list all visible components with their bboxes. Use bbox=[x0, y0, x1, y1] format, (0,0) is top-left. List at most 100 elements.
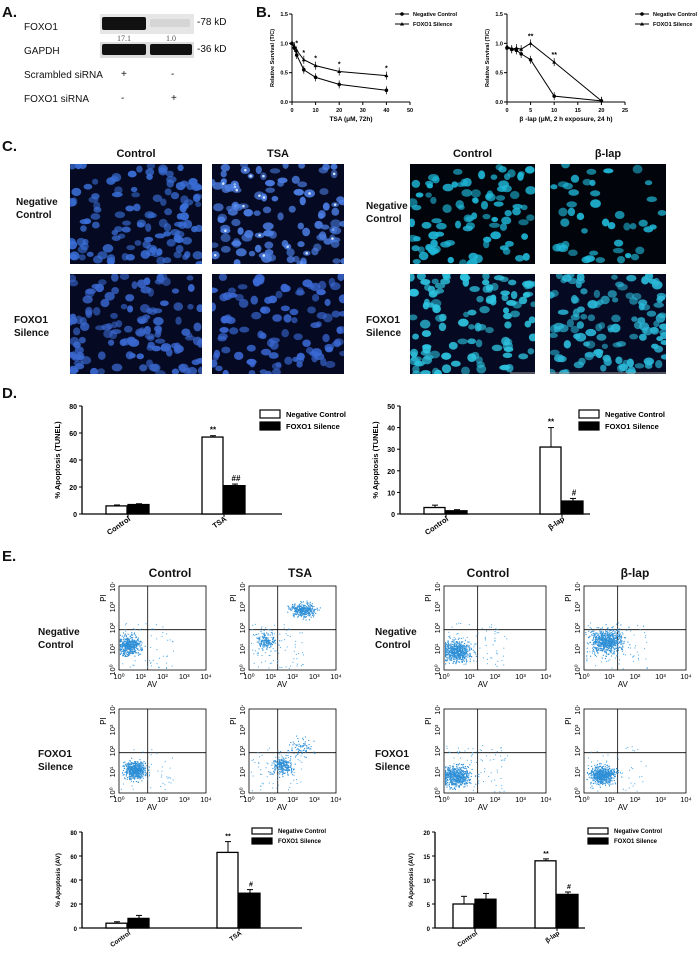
event-dot bbox=[461, 644, 463, 646]
wb-foxo1-band bbox=[150, 19, 190, 27]
event-dot bbox=[128, 651, 130, 653]
cell-nucleus bbox=[71, 197, 78, 207]
event-dot bbox=[308, 739, 310, 742]
y-tick-label: 10⁰ bbox=[238, 664, 247, 675]
event-dot bbox=[126, 642, 128, 644]
cell-nucleus bbox=[420, 370, 431, 374]
event-dot bbox=[614, 631, 616, 633]
event-dot bbox=[270, 773, 272, 775]
event-dot bbox=[445, 774, 447, 776]
event-dot bbox=[596, 647, 598, 649]
event-dot bbox=[263, 639, 265, 641]
event-dot bbox=[459, 643, 461, 645]
cell-nucleus bbox=[174, 236, 184, 244]
event-dot bbox=[304, 610, 306, 613]
event-dot bbox=[150, 763, 152, 765]
event-dot bbox=[293, 608, 295, 610]
event-dot bbox=[623, 642, 625, 644]
event-dot bbox=[284, 765, 286, 767]
event-dot bbox=[455, 647, 457, 649]
event-dot bbox=[466, 651, 468, 653]
cell-nucleus bbox=[601, 343, 609, 349]
cell-nucleus bbox=[193, 322, 202, 332]
event-dot bbox=[458, 661, 460, 663]
event-dot bbox=[129, 763, 131, 765]
cell-nucleus bbox=[120, 303, 128, 310]
y-tick-label: 10¹ bbox=[573, 643, 582, 654]
cell-nucleus bbox=[557, 181, 569, 188]
event-dot bbox=[304, 743, 306, 745]
event-dot bbox=[619, 646, 621, 648]
event-dot bbox=[617, 644, 619, 646]
event-dot bbox=[168, 781, 170, 783]
event-dot bbox=[274, 640, 276, 642]
event-dot bbox=[290, 769, 293, 771]
event-dot bbox=[464, 649, 466, 651]
wb-gapdh-band bbox=[150, 44, 192, 55]
cell-nucleus bbox=[410, 234, 418, 242]
bright-nucleus bbox=[262, 174, 265, 178]
event-dot bbox=[610, 641, 612, 643]
significance-mark: * bbox=[295, 40, 298, 47]
cell-nucleus bbox=[611, 314, 621, 323]
cell-nucleus bbox=[660, 340, 666, 346]
event-dot bbox=[612, 633, 614, 635]
event-dot bbox=[313, 605, 315, 608]
cell-nucleus bbox=[148, 307, 158, 315]
event-dot bbox=[454, 773, 456, 775]
event-dot bbox=[631, 656, 633, 658]
event-dot bbox=[291, 749, 293, 751]
event-dot bbox=[450, 787, 453, 789]
event-dot bbox=[446, 657, 448, 659]
cell-nucleus bbox=[131, 192, 140, 198]
cell-nucleus bbox=[195, 201, 202, 208]
event-dot bbox=[286, 629, 288, 631]
event-dot bbox=[606, 642, 608, 644]
event-dot bbox=[447, 649, 449, 651]
cell-nucleus bbox=[155, 370, 166, 374]
event-dot bbox=[283, 760, 285, 762]
event-dot bbox=[457, 785, 459, 787]
event-dot bbox=[610, 643, 612, 645]
event-dot bbox=[458, 654, 460, 656]
event-dot bbox=[309, 601, 311, 603]
event-dot bbox=[621, 636, 623, 638]
event-dot bbox=[459, 655, 461, 657]
event-dot bbox=[464, 767, 466, 769]
event-dot bbox=[611, 667, 613, 669]
event-dot bbox=[253, 662, 255, 664]
event-dot bbox=[445, 646, 447, 648]
event-dot bbox=[460, 771, 462, 773]
event-dot bbox=[132, 639, 134, 641]
event-dot bbox=[123, 767, 126, 770]
cell-nucleus bbox=[193, 193, 202, 200]
y-axis-label: PI bbox=[229, 717, 238, 725]
cell-nucleus bbox=[130, 186, 138, 193]
event-dot bbox=[294, 608, 296, 610]
event-dot bbox=[311, 605, 313, 607]
event-dot bbox=[463, 647, 465, 649]
event-dot bbox=[305, 607, 307, 609]
event-dot bbox=[606, 633, 608, 635]
event-dot bbox=[469, 772, 471, 774]
event-dot bbox=[121, 650, 123, 652]
event-dot bbox=[452, 652, 454, 654]
event-dot bbox=[277, 775, 279, 777]
event-dot bbox=[454, 649, 456, 651]
event-dot bbox=[460, 622, 462, 624]
cell-nucleus bbox=[137, 279, 147, 289]
cell-nucleus bbox=[615, 356, 623, 365]
cell-nucleus bbox=[470, 189, 481, 198]
cell-nucleus bbox=[638, 299, 648, 306]
event-dot bbox=[452, 648, 454, 650]
event-dot bbox=[130, 652, 132, 655]
event-dot bbox=[142, 751, 144, 753]
event-dot bbox=[296, 735, 298, 737]
event-dot bbox=[453, 655, 455, 657]
event-dot bbox=[281, 774, 284, 776]
event-dot bbox=[311, 603, 313, 605]
event-dot bbox=[453, 653, 455, 655]
data-point bbox=[509, 47, 514, 51]
event-dot bbox=[298, 740, 300, 742]
